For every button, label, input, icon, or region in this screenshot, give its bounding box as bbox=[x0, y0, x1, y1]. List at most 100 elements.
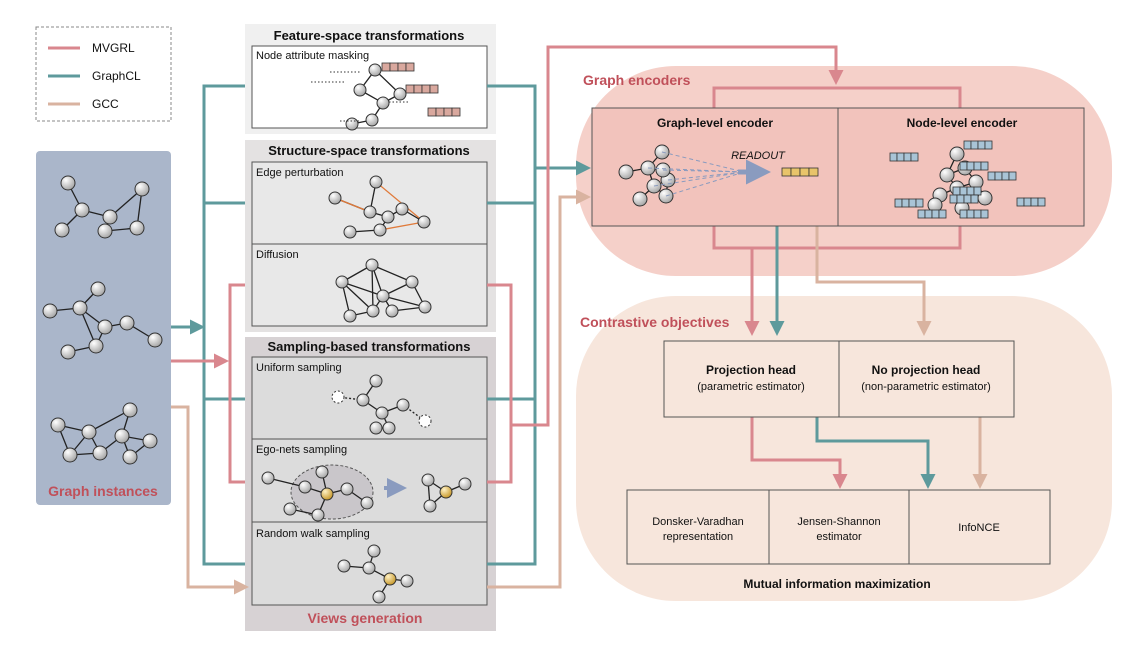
node-embedding-1 bbox=[889, 152, 919, 162]
structure-group-title: Structure-space transformations bbox=[268, 143, 470, 158]
graph-node bbox=[373, 223, 387, 237]
sampling-group-title: Sampling-based transformations bbox=[268, 339, 471, 354]
edge-perturbation-label: Edge perturbation bbox=[256, 167, 343, 179]
no-projection-head-title: No projection head bbox=[872, 363, 981, 377]
random-walk-sampling-label: Random walk sampling bbox=[256, 528, 370, 540]
graph-node bbox=[72, 300, 88, 316]
graph-node bbox=[385, 304, 399, 318]
graph-node bbox=[376, 289, 390, 303]
graph-level-encoder-label: Graph-level encoder bbox=[657, 116, 773, 130]
node-embedding-10 bbox=[917, 209, 947, 219]
random-walk-graph bbox=[337, 544, 414, 604]
graph-node bbox=[382, 421, 396, 435]
graph-node bbox=[369, 175, 383, 189]
node-level-encoder-label: Node-level encoder bbox=[907, 116, 1018, 130]
graph-node bbox=[393, 87, 407, 101]
instance-graph-2 bbox=[42, 281, 163, 360]
js-line2: estimator bbox=[816, 531, 862, 543]
uniform-sampled-graph bbox=[331, 374, 432, 435]
js-line1: Jensen-Shannon bbox=[797, 516, 880, 528]
graph-node bbox=[50, 417, 66, 433]
graph-illustrations bbox=[42, 62, 1046, 604]
feature-vector-masked-1 bbox=[381, 62, 415, 72]
legend-mvgrl: MVGRL bbox=[92, 41, 135, 55]
projection-head-box bbox=[663, 340, 840, 418]
graph-node bbox=[632, 191, 648, 207]
graph-node bbox=[102, 209, 118, 225]
masked-graph bbox=[345, 63, 407, 131]
node-embedding-7 bbox=[894, 198, 924, 208]
graph-node bbox=[367, 544, 381, 558]
graph-node bbox=[343, 309, 357, 323]
graph-node bbox=[343, 225, 357, 239]
graph-node bbox=[97, 319, 113, 335]
node-attribute-masking-label: Node attribute masking bbox=[256, 50, 369, 62]
node-embedding-2 bbox=[963, 140, 993, 150]
graph-node bbox=[405, 275, 419, 289]
graph-node bbox=[365, 113, 379, 127]
jensen-shannon-box bbox=[768, 489, 910, 565]
graph-node bbox=[458, 477, 472, 491]
graph-node bbox=[331, 390, 345, 404]
no-projection-head-box bbox=[838, 340, 1015, 418]
graph-node bbox=[311, 508, 325, 522]
dv-line2: representation bbox=[663, 531, 733, 543]
graph-node bbox=[119, 315, 135, 331]
feature-group-title: Feature-space transformations bbox=[274, 28, 465, 43]
graph-encoders-label: Graph encoders bbox=[583, 72, 691, 88]
graph-node bbox=[88, 338, 104, 354]
graph-node bbox=[418, 414, 432, 428]
node-embedding-4 bbox=[959, 161, 989, 171]
projection-head-title: Projection head bbox=[706, 363, 796, 377]
graph-node bbox=[417, 215, 431, 229]
diffusion-label: Diffusion bbox=[256, 249, 299, 261]
graph-node bbox=[939, 167, 955, 183]
ego-net-result bbox=[421, 473, 472, 513]
graph-node bbox=[147, 332, 163, 348]
node-embedding-3 bbox=[987, 171, 1017, 181]
graph-node bbox=[376, 96, 390, 110]
infonce-label: InfoNCE bbox=[958, 522, 1000, 534]
graph-node bbox=[423, 499, 437, 513]
contrastive-objectives-label: Contrastive objectives bbox=[580, 314, 730, 330]
legend-graphcl: GraphCL bbox=[92, 69, 141, 83]
node-embedding-9 bbox=[959, 209, 989, 219]
graph-node bbox=[396, 398, 410, 412]
graph-node bbox=[42, 303, 58, 319]
graph-node bbox=[421, 473, 435, 487]
graph-node bbox=[366, 304, 380, 318]
graph-node bbox=[74, 202, 90, 218]
graph-node bbox=[114, 428, 130, 444]
graph-node bbox=[369, 374, 383, 388]
legend-gcc: GCC bbox=[92, 97, 119, 111]
graph-node bbox=[395, 202, 409, 216]
edge-perturbed-graph bbox=[328, 175, 431, 239]
graph-node bbox=[368, 63, 382, 77]
ego-net-graph bbox=[261, 465, 374, 522]
graph-node bbox=[134, 181, 150, 197]
graph-node bbox=[129, 220, 145, 236]
mutual-information-label: Mutual information maximization bbox=[743, 577, 930, 591]
graph-node bbox=[362, 561, 376, 575]
node-embedding-6 bbox=[1016, 197, 1046, 207]
graph-node bbox=[328, 191, 342, 205]
graph-node bbox=[62, 447, 78, 463]
instance-graph-1 bbox=[54, 175, 150, 239]
views-generation-label: Views generation bbox=[308, 610, 423, 626]
instance-graph-3 bbox=[50, 402, 158, 465]
node-embedding-8 bbox=[949, 194, 979, 204]
donsker-varadhan-box bbox=[626, 489, 770, 565]
graph-node bbox=[283, 502, 297, 516]
graph-node bbox=[122, 402, 138, 418]
graph-node bbox=[345, 117, 359, 131]
graph-node bbox=[81, 424, 97, 440]
legend: MVGRL GraphCL GCC bbox=[35, 26, 172, 122]
graph-node bbox=[97, 223, 113, 239]
graph-node bbox=[54, 222, 70, 238]
diffusion-graph bbox=[335, 258, 432, 323]
graph-level-encoder-box bbox=[591, 107, 839, 227]
ego-nets-sampling-label: Ego-nets sampling bbox=[256, 444, 347, 456]
projection-head-subtitle: (parametric estimator) bbox=[697, 381, 805, 393]
graph-node bbox=[383, 572, 397, 586]
